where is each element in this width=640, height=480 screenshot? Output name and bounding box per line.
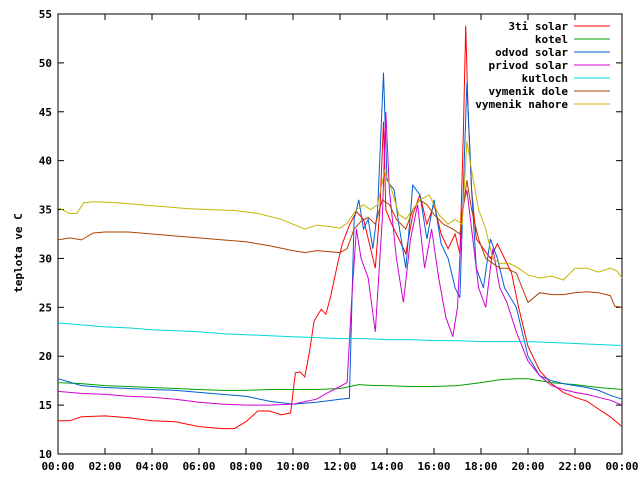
series-line-vymenik-nahore [57, 141, 623, 281]
y-axis-title: teplota ve C [12, 213, 25, 292]
legend-label: vymenik nahore [475, 98, 568, 111]
y-tick-label: 55 [39, 8, 52, 21]
series-line-privod-solar [57, 111, 623, 406]
x-tick-label: 16:00 [417, 460, 450, 473]
x-tick-label: 08:00 [229, 460, 262, 473]
y-tick-label: 20 [39, 350, 52, 363]
x-tick-label: 04:00 [135, 460, 168, 473]
series-line-odvod-solar [57, 72, 623, 405]
y-tick-label: 35 [39, 204, 52, 217]
legend-label: kutloch [522, 72, 568, 85]
series-line-3ti-solar [58, 25, 623, 430]
legend-label: kotel [535, 33, 568, 46]
y-tick-label: 10 [39, 448, 52, 461]
legend-label: privod solar [489, 59, 569, 72]
x-tick-label: 02:00 [88, 460, 121, 473]
y-tick-label: 25 [39, 301, 52, 314]
x-tick-label: 00:00 [605, 460, 638, 473]
y-tick-label: 40 [39, 155, 52, 168]
legend-label: odvod solar [495, 46, 568, 59]
legend-label: 3ti solar [508, 20, 568, 33]
y-tick-label: 45 [39, 106, 52, 119]
series-line-vymenik-dole [57, 180, 623, 308]
x-tick-label: 14:00 [370, 460, 403, 473]
series-line-kotel [57, 378, 623, 391]
x-tick-label: 06:00 [182, 460, 215, 473]
series-line-kutloch [57, 322, 623, 346]
x-tick-label: 20:00 [511, 460, 544, 473]
x-tick-label: 22:00 [558, 460, 591, 473]
y-tick-label: 50 [39, 57, 52, 70]
x-tick-label: 12:00 [323, 460, 356, 473]
x-tick-label: 10:00 [276, 460, 309, 473]
x-axis: 00:00 02:00 04:00 06:00 08:00 10:00 12:00 14:00… [41, 14, 639, 473]
y-tick-label: 15 [39, 399, 52, 412]
series-lines [57, 25, 623, 430]
y-axis: 10 15 20 25 30 35 40 45 50 55 [39, 8, 622, 461]
legend-label: vymenik dole [489, 85, 569, 98]
y-tick-label: 30 [39, 252, 52, 265]
x-tick-label: 18:00 [464, 460, 497, 473]
x-tick-label: 00:00 [41, 460, 74, 473]
